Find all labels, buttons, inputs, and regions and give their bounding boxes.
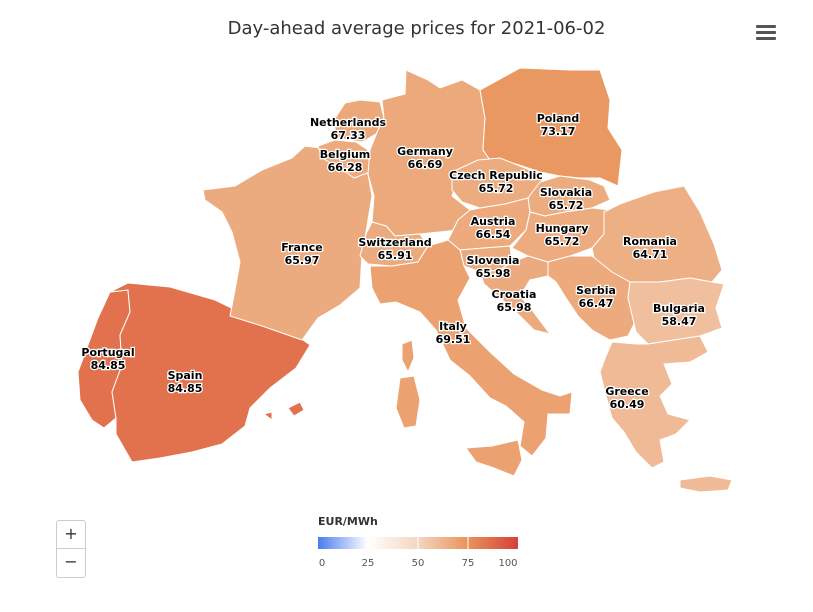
region-spain-balearics[interactable] xyxy=(287,401,305,417)
label-hungary-name: Hungary xyxy=(536,222,589,235)
label-bulgaria-value: 58.47 xyxy=(662,315,697,328)
hamburger-menu-icon[interactable] xyxy=(752,22,780,46)
label-belgium-value: 66.28 xyxy=(328,161,363,174)
label-romania-name: Romania xyxy=(623,235,677,248)
region-germany[interactable] xyxy=(367,69,491,237)
label-spain-name: Spain xyxy=(168,369,203,382)
label-slovenia-value: 65.98 xyxy=(476,267,511,280)
label-poland-name: Poland xyxy=(537,112,580,125)
region-bulgaria[interactable] xyxy=(627,277,725,345)
label-austria-value: 66.54 xyxy=(476,228,511,241)
zoom-control: + − xyxy=(56,520,86,578)
label-croatia-value: 65.98 xyxy=(497,301,532,314)
label-netherlands-value: 67.33 xyxy=(331,129,366,142)
label-serbia-name: Serbia xyxy=(576,284,616,297)
label-germany-value: 66.69 xyxy=(408,158,443,171)
label-france-name: France xyxy=(281,241,322,254)
region-italy-sardinia[interactable] xyxy=(395,375,421,429)
label-slovenia-name: Slovenia xyxy=(467,254,520,267)
label-greece-name: Greece xyxy=(605,385,648,398)
legend-tick: 50 xyxy=(411,558,425,569)
legend-ticks: 0 25 50 75 100 xyxy=(318,558,518,572)
region-croatia[interactable] xyxy=(479,255,552,335)
label-czech-republic-name: Czech Republic xyxy=(449,169,543,182)
label-greece-value: 60.49 xyxy=(610,398,645,411)
legend-tick: 100 xyxy=(498,558,518,569)
zoom-in-button[interactable]: + xyxy=(57,521,85,549)
label-croatia-name: Croatia xyxy=(492,288,537,301)
label-portugal-name: Portugal xyxy=(81,346,134,359)
label-bulgaria-name: Bulgaria xyxy=(653,302,705,315)
label-germany-name: Germany xyxy=(397,145,453,158)
label-czech-republic-value: 65.72 xyxy=(479,182,514,195)
region-greece[interactable] xyxy=(599,335,709,469)
label-slovakia-name: Slovakia xyxy=(540,186,592,199)
label-belgium-name: Belgium xyxy=(320,148,371,161)
label-italy-value: 69.51 xyxy=(436,333,471,346)
label-italy-name: Italy xyxy=(439,320,467,333)
label-serbia-value: 66.47 xyxy=(579,297,614,310)
label-netherlands-name: Netherlands xyxy=(310,116,387,129)
legend-color-bar xyxy=(318,537,518,549)
legend-title: EUR/MWh xyxy=(318,515,378,528)
label-slovakia-value: 65.72 xyxy=(549,199,584,212)
label-spain-value: 84.85 xyxy=(168,382,203,395)
region-france[interactable] xyxy=(202,145,373,341)
region-italy-sicily[interactable] xyxy=(465,439,523,477)
zoom-out-button[interactable]: − xyxy=(64,552,78,571)
region-greece-crete[interactable] xyxy=(679,475,733,493)
label-austria-name: Austria xyxy=(471,215,516,228)
label-romania-value: 64.71 xyxy=(633,248,668,261)
legend-tick: 75 xyxy=(461,558,475,569)
label-hungary-value: 65.72 xyxy=(545,235,580,248)
label-portugal-value: 84.85 xyxy=(91,359,126,372)
region-poland[interactable] xyxy=(479,67,623,187)
region-serbia[interactable] xyxy=(547,255,637,341)
region-italy-corsica[interactable] xyxy=(401,339,415,374)
chart-title: Day-ahead average prices for 2021-06-02 xyxy=(227,18,606,39)
label-switzerland-name: Switzerland xyxy=(358,236,431,249)
label-poland-value: 73.17 xyxy=(541,125,576,138)
label-france-value: 65.97 xyxy=(285,254,320,267)
region-spain-balearics-2[interactable] xyxy=(262,411,273,421)
legend-tick: 25 xyxy=(361,558,375,569)
legend-tick: 0 xyxy=(318,558,326,569)
label-switzerland-value: 65.91 xyxy=(378,249,413,262)
region-italy[interactable] xyxy=(369,239,573,457)
region-romania[interactable] xyxy=(591,185,723,283)
